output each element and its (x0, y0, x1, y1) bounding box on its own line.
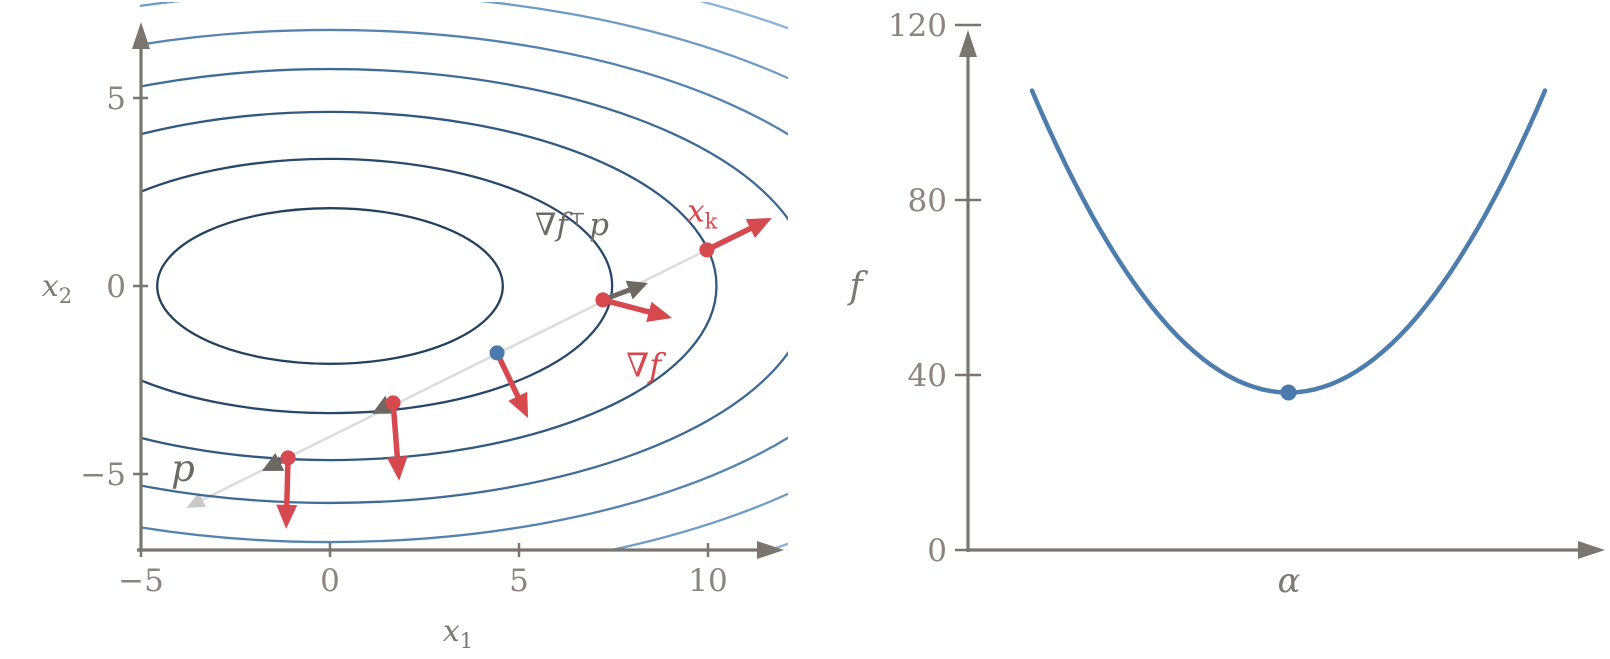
x-tick-label: 5 (509, 563, 529, 599)
f-tick-label: 40 (908, 358, 947, 394)
gradient-arrow-head (646, 301, 673, 323)
y-axis-arrowhead (132, 22, 150, 49)
x-tick-label: −5 (118, 563, 164, 599)
gradient-arrow-shaft (283, 457, 291, 507)
search-direction-line-head (186, 492, 207, 508)
x-axis-arrowhead (757, 541, 784, 559)
contour-ellipse (140, 2, 788, 550)
gradient-arrow-shaft (705, 225, 754, 253)
f-tick-label: 120 (888, 8, 947, 44)
label-p: p (171, 447, 195, 490)
curve-group (1029, 88, 1548, 401)
gradient-arrow-head (386, 456, 408, 481)
label-proj: ∇f⊤p (535, 207, 609, 243)
f-tick-label: 0 (927, 533, 947, 569)
y-tick-label: −5 (80, 457, 126, 493)
alpha-curve (1029, 88, 1548, 395)
x-tick-label: 10 (688, 563, 727, 599)
projection-arrow-head (261, 453, 285, 471)
gradient-arrow-shaft (494, 351, 522, 400)
label-xk: xk (687, 194, 717, 234)
projection-arrow-head (371, 395, 395, 414)
f-axis-arrowhead (959, 30, 977, 57)
contour-ellipse (698, 2, 788, 550)
contour-ellipse (140, 157, 614, 415)
gradient-arrow-shaft (602, 297, 652, 316)
y-tick-label: 0 (106, 269, 126, 305)
gradient-arrow-head (276, 504, 298, 529)
alpha-axis-label: α (1278, 561, 1301, 601)
contour-ellipse (140, 67, 788, 505)
projection-arrow-head (625, 280, 648, 300)
iterate-point (595, 292, 611, 308)
iterate-point (385, 395, 401, 411)
f-tick-label: 80 (908, 183, 947, 219)
gradient-arrow-shaft (390, 402, 401, 460)
left-labels-group: p ∇f⊤p xk ∇f (171, 194, 718, 490)
f-axis-label: f (846, 266, 868, 307)
minimum-point (1280, 384, 1297, 401)
line-minimum-point (489, 345, 505, 361)
points-group (280, 242, 715, 466)
x1-axis-label: x1 (443, 614, 473, 653)
x-tick-label: 0 (320, 563, 340, 599)
label-grad: ∇f (626, 346, 667, 385)
y-tick-label: 5 (106, 81, 126, 117)
iterate-point (699, 242, 715, 258)
left-axes-group: −5 0 5 10 5 0 −5 (80, 22, 784, 599)
contour-ellipse (156, 207, 504, 365)
x2-axis-label: x2 (42, 269, 72, 308)
contour-ellipse (140, 28, 788, 544)
contour-ellipse (140, 110, 718, 462)
right-axes-group: 0 40 80 120 (888, 8, 1605, 569)
gradient-arrow-head (745, 217, 772, 238)
gradient-arrow-head (508, 391, 529, 418)
iterate-point (280, 450, 296, 466)
contour-lines-group (140, 2, 788, 550)
alpha-axis-arrowhead (1578, 541, 1605, 559)
